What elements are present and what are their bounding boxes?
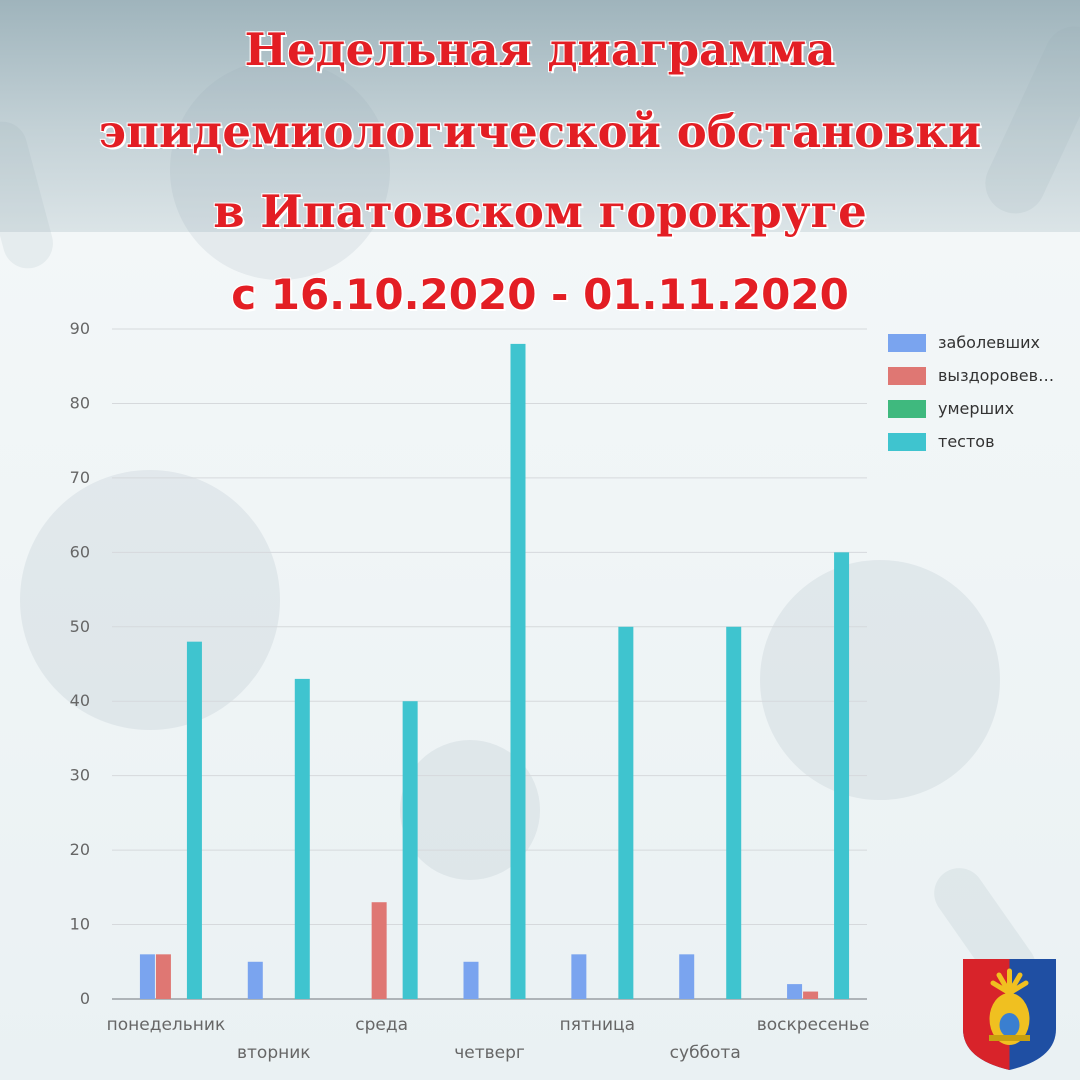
y-tick-label: 10 (70, 915, 90, 934)
bar (803, 991, 819, 999)
x-tick-label: пятница (560, 1015, 635, 1035)
virus-decoration (760, 560, 1000, 800)
header-background (0, 0, 1080, 232)
y-tick-label: 60 (70, 542, 90, 561)
y-tick-label: 20 (70, 840, 90, 859)
bar (787, 984, 803, 999)
bar (371, 902, 387, 999)
legend-item: тестов (888, 425, 1054, 458)
legend-item: умерших (888, 392, 1054, 425)
legend-label: умерших (938, 399, 1015, 418)
title-line-2: эпидемиологической обстановки (98, 105, 982, 158)
y-tick-label: 80 (70, 393, 90, 412)
x-tick-label: воскресенье (757, 1015, 870, 1035)
virus-decoration (170, 60, 390, 280)
y-tick-label: 70 (70, 468, 90, 487)
x-tick-label: понедельник (107, 1015, 226, 1035)
legend-label: заболевших (938, 333, 1040, 352)
bar (679, 954, 695, 999)
legend-item: выздоровев… (888, 359, 1054, 392)
x-tick-label: суббота (670, 1043, 741, 1063)
legend-swatch (888, 366, 926, 385)
y-tick-label: 30 (70, 766, 90, 785)
title-date-range: с 16.10.2020 - 01.11.2020 (231, 270, 849, 319)
bar (186, 641, 202, 999)
bar (139, 954, 155, 999)
virus-decoration (20, 470, 280, 730)
y-tick-label: 90 (70, 319, 90, 338)
bar (155, 954, 171, 999)
legend-item: заболевших (888, 326, 1054, 359)
legend-swatch (888, 399, 926, 418)
y-tick-label: 40 (70, 691, 90, 710)
bar (726, 626, 742, 999)
bar (463, 961, 479, 999)
legend-swatch (888, 432, 926, 451)
title-line-1: Недельная диаграмма (244, 23, 836, 76)
x-tick-label: четверг (454, 1043, 525, 1063)
legend-swatch (888, 333, 926, 352)
x-tick-label: вторник (237, 1043, 311, 1063)
chart-legend: заболевших выздоровев… умерших тестов (888, 326, 1054, 458)
bar (510, 343, 526, 999)
bar (294, 678, 310, 999)
y-tick-label: 50 (70, 617, 90, 636)
bar (247, 961, 263, 999)
bar (571, 954, 587, 999)
y-tick-label: 0 (80, 989, 90, 1008)
title-line-3: в Ипатовском горокруге (213, 185, 867, 238)
bar (402, 701, 418, 999)
bar (834, 552, 850, 999)
coat-of-arms-icon (963, 959, 1056, 1070)
legend-label: выздоровев… (938, 366, 1055, 385)
legend-label: тестов (938, 432, 995, 451)
x-tick-label: среда (355, 1015, 408, 1035)
bar (618, 626, 634, 999)
